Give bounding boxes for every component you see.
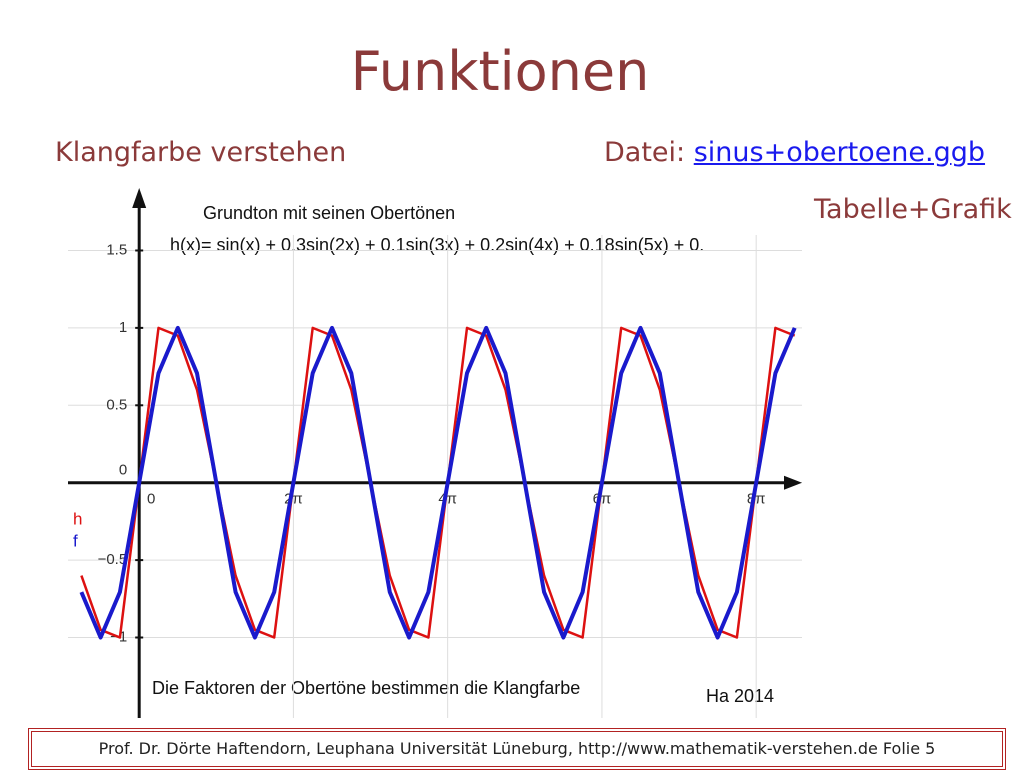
file-link[interactable]: sinus+obertoene.ggb — [693, 137, 986, 168]
file-info: Datei: sinus+obertoene.ggb — [604, 137, 985, 168]
chart-title: Grundton mit seinen Obertönen — [203, 203, 455, 223]
subtitle: Klangfarbe verstehen — [55, 137, 347, 168]
y-axis-arrow — [132, 188, 147, 208]
series-name: f — [73, 531, 78, 550]
y-tick-label: −0.5 — [98, 551, 128, 568]
formula: h(x)= sin(x) + 0.3sin(2x) + 0.1sin(3x) +… — [170, 235, 704, 255]
note: Tabelle+Grafik — [814, 194, 1012, 225]
annotation: Die Faktoren der Obertöne bestimmen die … — [152, 678, 580, 698]
x-tick-label: 0 — [147, 491, 155, 508]
y-tick-label: 0 — [119, 462, 127, 479]
x-axis-arrow — [784, 475, 802, 490]
series-line — [79, 325, 797, 640]
file-label: Datei: — [604, 137, 686, 168]
footer: Prof. Dr. Dörte Haftendorn, Leuphana Uni… — [28, 728, 1006, 770]
credit: Ha 2014 — [706, 686, 774, 706]
y-tick-label: 0.5 — [106, 396, 127, 413]
series-name: h — [73, 509, 82, 528]
y-tick-label: 1.5 — [106, 241, 127, 258]
chart: Grundton mit seinen Obertönen h(x)= sin(… — [68, 188, 802, 718]
y-tick-label: 1 — [119, 319, 127, 336]
slide-title: Funktionen — [350, 40, 650, 103]
